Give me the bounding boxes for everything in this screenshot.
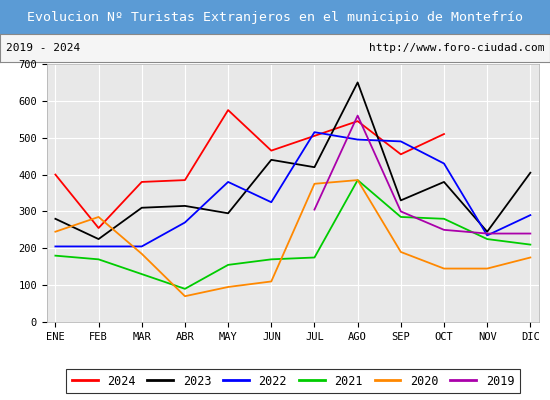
- Legend: 2024, 2023, 2022, 2021, 2020, 2019: 2024, 2023, 2022, 2021, 2020, 2019: [65, 369, 520, 394]
- Text: http://www.foro-ciudad.com: http://www.foro-ciudad.com: [369, 43, 544, 53]
- Text: 2019 - 2024: 2019 - 2024: [6, 43, 80, 53]
- Text: Evolucion Nº Turistas Extranjeros en el municipio de Montefrío: Evolucion Nº Turistas Extranjeros en el …: [27, 10, 523, 24]
